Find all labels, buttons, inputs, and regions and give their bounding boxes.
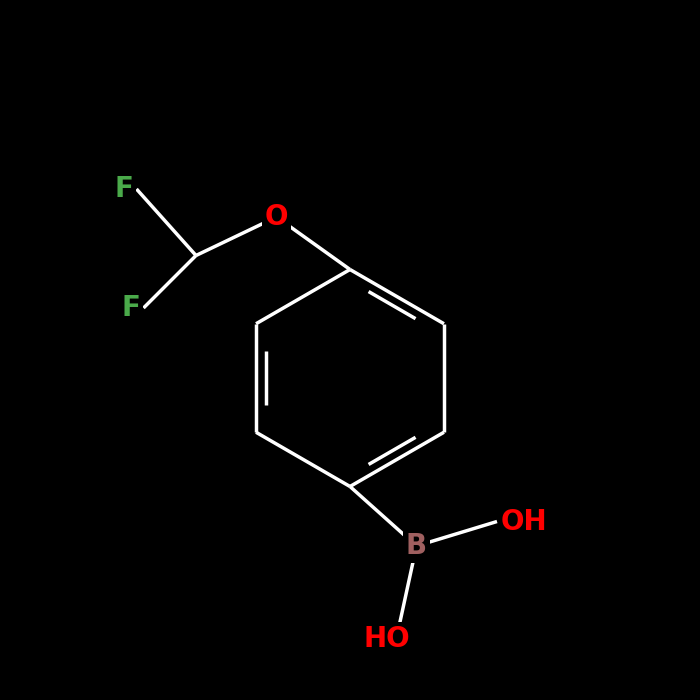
Text: B: B [406, 532, 427, 560]
Text: OH: OH [500, 508, 547, 536]
Text: HO: HO [363, 625, 410, 653]
Text: F: F [115, 175, 133, 203]
Text: F: F [122, 294, 140, 322]
Text: O: O [265, 203, 288, 231]
